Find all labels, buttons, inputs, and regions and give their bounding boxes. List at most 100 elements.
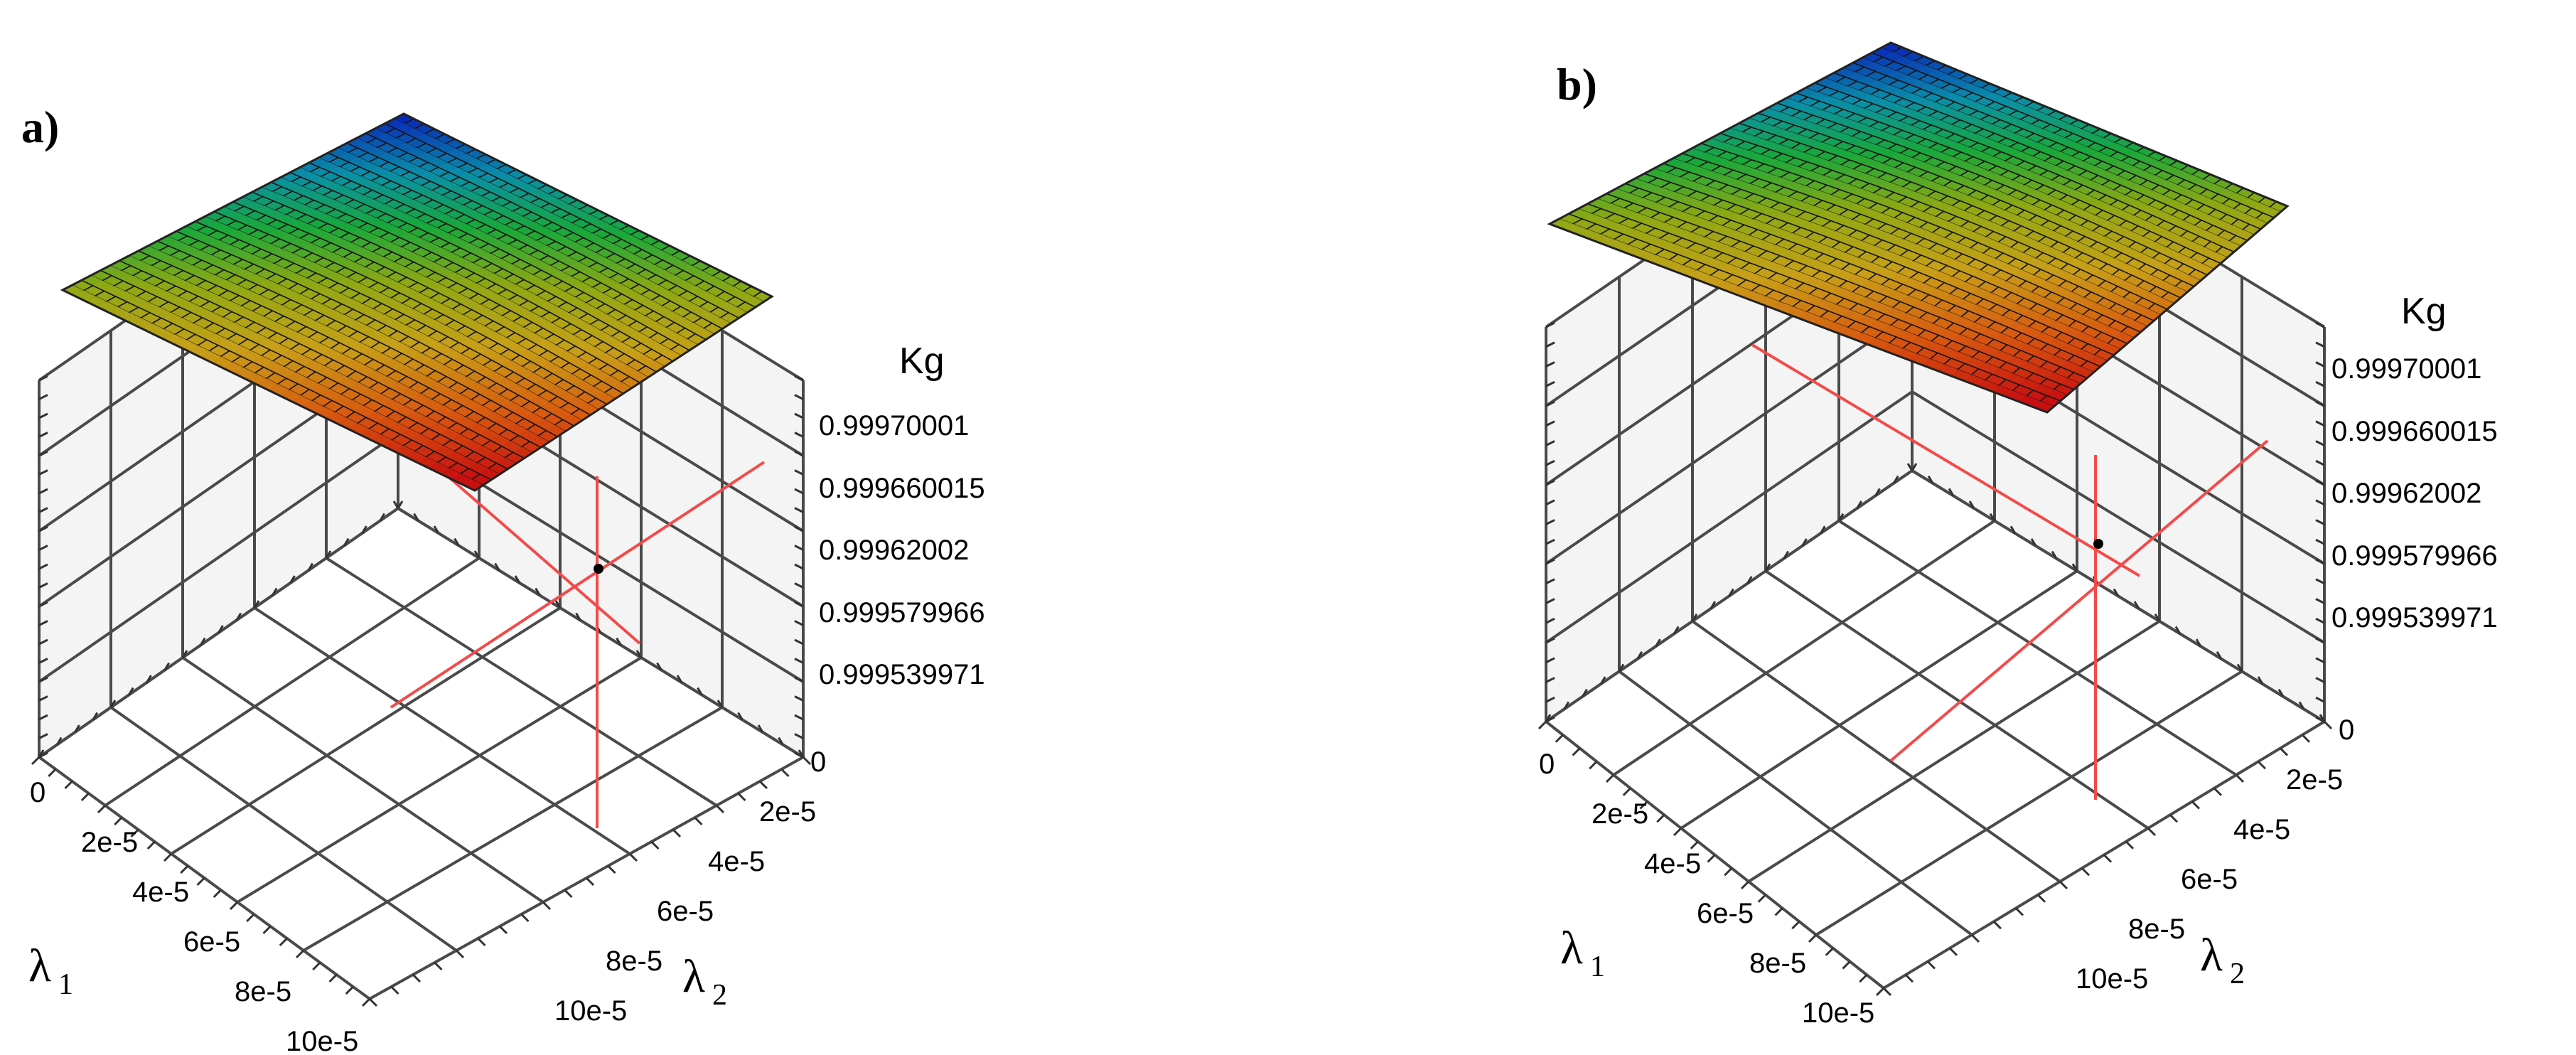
z-minor-tick [794, 638, 804, 646]
z-tick-label: 0.99962002 [819, 535, 969, 566]
z-minor-tick [1545, 479, 1555, 486]
back-minor-tick [218, 625, 224, 633]
back-minor-tick [1673, 626, 1680, 635]
z-minor-tick [2315, 440, 2325, 446]
x-minor-tick [361, 997, 371, 1007]
x-minor-tick [1605, 773, 1615, 783]
x-tick-label: 0 [30, 777, 45, 808]
back-minor-tick [635, 650, 643, 658]
back-minor-tick [1636, 650, 1643, 660]
x-minor-tick [1555, 734, 1564, 743]
floor-grid-line [1747, 620, 2161, 883]
y-minor-tick [564, 889, 573, 899]
x-minor-tick [1842, 960, 1851, 970]
floor-grid-line [1815, 670, 2243, 936]
back-minor-tick [2071, 563, 2078, 572]
z-minor-tick [2315, 657, 2325, 664]
z-minor-tick [2315, 420, 2325, 427]
z-minor-tick [2315, 598, 2325, 604]
back-minor-tick [271, 587, 278, 596]
floor-grid-line [170, 606, 562, 855]
y-minor-tick [542, 901, 552, 911]
x-tick-label: 6e-5 [183, 926, 240, 958]
back-minor-tick [2298, 701, 2305, 710]
z-minor-tick [38, 563, 48, 570]
z-tick-label: 0.999660015 [819, 473, 985, 504]
surface-outline [1547, 41, 2290, 414]
z-minor-tick [1545, 637, 1555, 644]
y-axis-label-subscript: 2 [712, 979, 727, 1012]
z-minor-tick [794, 375, 804, 382]
x-tick-label: 8e-5 [235, 976, 291, 1007]
x-minor-tick [1572, 747, 1581, 756]
y-minor-tick [2301, 734, 2311, 743]
z-minor-tick [794, 695, 804, 702]
back-minor-tick [1655, 638, 1661, 647]
y-minor-tick [715, 804, 725, 814]
back-minor-tick [1906, 463, 1914, 471]
z-minor-tick [794, 488, 804, 495]
z-minor-tick [2315, 677, 2325, 683]
x-minor-tick [279, 937, 288, 947]
z-minor-tick [2315, 341, 2325, 348]
x-minor-tick [80, 792, 90, 802]
z-minor-tick [2315, 578, 2325, 585]
x-tick-label: 10e-5 [1802, 997, 1874, 1029]
z-minor-tick [1545, 321, 1555, 328]
z-minor-tick [38, 751, 48, 759]
z-minor-tick [1545, 716, 1555, 723]
y-minor-tick [434, 961, 443, 971]
back-minor-tick [1819, 525, 1826, 535]
x-minor-tick [180, 864, 189, 874]
y-minor-tick [368, 997, 378, 1007]
optimum-point [594, 564, 603, 574]
z-minor-tick [2315, 637, 2325, 644]
z-minor-tick [1545, 499, 1555, 506]
z-minor-tick [2315, 716, 2325, 723]
x-minor-tick [196, 877, 205, 887]
z-tick-label: 0.999539971 [2331, 602, 2498, 633]
z-minor-tick [1545, 380, 1555, 387]
z-minor-tick [38, 450, 48, 457]
back-minor-tick [2113, 588, 2120, 597]
x-minor-tick [64, 780, 73, 790]
z-minor-tick [38, 582, 48, 589]
x-minor-tick [345, 985, 354, 995]
y-tick-label: 4e-5 [2233, 814, 2290, 845]
y-tick-label: 6e-5 [657, 896, 714, 927]
z-minor-tick [38, 545, 48, 551]
y-minor-tick [585, 877, 595, 887]
back-minor-tick [1691, 614, 1698, 622]
y-minor-tick [2235, 773, 2245, 783]
y-minor-tick [2081, 867, 2091, 877]
back-minor-tick [1948, 488, 1955, 497]
y-minor-tick [2257, 761, 2267, 770]
y-minor-tick [2147, 827, 2157, 837]
back-minor-tick [146, 675, 152, 683]
x-minor-tick [1825, 947, 1834, 956]
x-minor-tick [1859, 974, 1868, 983]
optimum-guide-line [1889, 439, 2269, 762]
z-tick-label: 0.999539971 [819, 659, 985, 690]
floor-grid-line [104, 557, 481, 807]
y-tick-label: 10e-5 [554, 995, 627, 1027]
x-minor-tick [1774, 907, 1783, 916]
z-minor-tick [2315, 459, 2325, 466]
optimum-guide-line [446, 475, 641, 645]
back-minor-tick [554, 600, 562, 609]
x-tick-label: 4e-5 [1644, 848, 1701, 879]
y-minor-tick [694, 816, 703, 826]
z-minor-tick [794, 563, 804, 570]
y-minor-tick [2014, 907, 2024, 916]
z-minor-tick [794, 733, 804, 739]
x-minor-tick [1537, 720, 1547, 730]
y-tick-label: 2e-5 [2286, 764, 2343, 796]
y-tick-label: 4e-5 [708, 846, 765, 877]
z-minor-tick [794, 545, 804, 551]
x-minor-tick [1656, 814, 1665, 823]
y-minor-tick [2059, 880, 2068, 890]
z-tick-label: 0.999579966 [819, 597, 985, 628]
z-minor-tick [38, 507, 48, 513]
back-minor-tick [2216, 650, 2223, 660]
panel-label: b) [1557, 59, 1597, 109]
